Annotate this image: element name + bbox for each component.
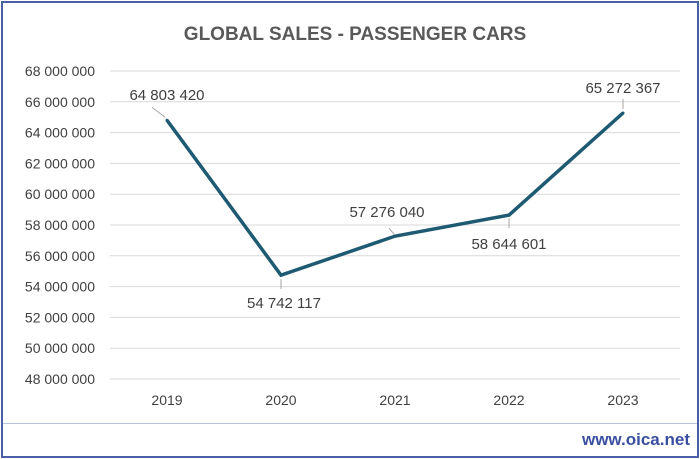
chart-title: GLOBAL SALES - PASSENGER CARS — [184, 24, 526, 45]
data-point — [507, 213, 511, 217]
y-tick-label: 56 000 000 — [25, 248, 95, 264]
gridlines — [110, 70, 680, 380]
data-label: 65 272 367 — [585, 80, 660, 97]
data-label: 64 803 420 — [129, 87, 204, 104]
y-tick-label: 50 000 000 — [25, 340, 95, 356]
leader-line — [388, 227, 395, 235]
axis-labels: 48 000 000 50 000 000 52 000 000 54 000 000… — [25, 63, 639, 408]
x-tick-label: 2020 — [265, 392, 296, 408]
leader-lines — [151, 99, 624, 290]
y-tick-label: 66 000 000 — [25, 94, 95, 110]
data-point — [621, 111, 625, 115]
series-layer — [165, 111, 625, 278]
data-labels: 64 803 420 54 742 117 57 276 040 58 644 601… — [129, 80, 660, 312]
data-label: 58 644 601 — [471, 236, 546, 253]
line-chart: GLOBAL SALES - PASSENGER CARS 48 000 000… — [25, 24, 680, 408]
x-tick-label: 2023 — [607, 392, 638, 408]
data-label: 57 276 040 — [349, 204, 424, 221]
data-point — [165, 118, 169, 122]
data-point — [393, 234, 397, 238]
y-tick-label: 54 000 000 — [25, 279, 95, 295]
y-tick-label: 52 000 000 — [25, 309, 95, 325]
y-tick-label: 68 000 000 — [25, 63, 95, 79]
y-tick-label: 58 000 000 — [25, 217, 95, 233]
x-tick-label: 2021 — [379, 392, 410, 408]
data-label: 54 742 117 — [247, 295, 321, 312]
source-link[interactable]: www.oica.net — [581, 430, 690, 449]
footer-divider — [3, 423, 697, 424]
y-tick-label: 48 000 000 — [25, 371, 95, 387]
x-tick-label: 2019 — [151, 392, 182, 408]
data-point — [279, 273, 283, 277]
y-tick-label: 64 000 000 — [25, 125, 95, 141]
leader-line — [151, 106, 166, 118]
y-tick-label: 62 000 000 — [25, 155, 95, 171]
x-tick-label: 2022 — [493, 392, 524, 408]
y-tick-label: 60 000 000 — [25, 186, 95, 202]
